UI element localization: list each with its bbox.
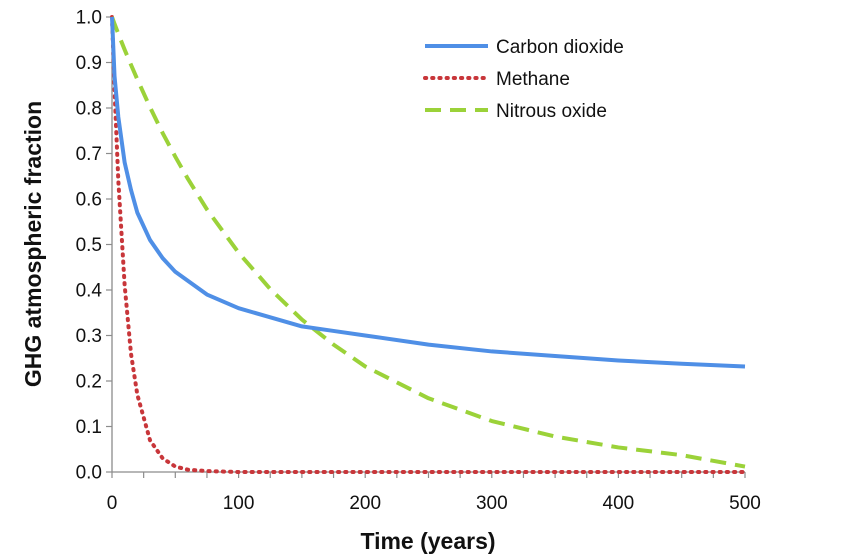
y-tick-label: 0.7 xyxy=(76,144,102,165)
x-tick-label: 100 xyxy=(223,493,255,514)
legend: Carbon dioxide Methane Nitrous oxide xyxy=(423,37,624,122)
x-tick-label: 200 xyxy=(349,493,381,514)
y-tick-label: 0.4 xyxy=(76,281,103,302)
y-tick-label: 0.1 xyxy=(76,417,102,438)
x-axis-title: Time (years) xyxy=(360,528,495,554)
y-tick-label: 0.8 xyxy=(76,99,102,120)
series-lines xyxy=(110,15,747,474)
x-tick-label: 0 xyxy=(107,493,118,514)
x-tick-label: 300 xyxy=(476,493,508,514)
y-tick-label: 0.3 xyxy=(76,326,102,347)
y-tick-label: 0.2 xyxy=(76,372,102,393)
axes: 0.0 0.1 0.2 0.3 0.4 0.5 0.6 0.7 0.8 0.9 1.0 0 100 200… xyxy=(76,8,761,515)
legend-label: Methane xyxy=(496,69,570,90)
y-tick-label: 1.0 xyxy=(76,8,102,29)
x-tick-label: 500 xyxy=(729,493,761,514)
legend-label: Carbon dioxide xyxy=(496,37,624,58)
series-line-methane xyxy=(110,15,747,474)
y-axis-title: GHG atmospheric fraction xyxy=(20,101,46,387)
y-tick-label: 0.5 xyxy=(76,235,102,256)
series-line-carbon-dioxide xyxy=(110,16,746,369)
y-tick-label: 0.9 xyxy=(76,53,102,74)
y-tick-label: 0.6 xyxy=(76,190,102,211)
legend-label: Nitrous oxide xyxy=(496,101,607,122)
series-line-nitrous-oxide xyxy=(110,16,746,469)
x-tick-label: 400 xyxy=(603,493,635,514)
y-tick-label: 0.0 xyxy=(76,463,102,484)
